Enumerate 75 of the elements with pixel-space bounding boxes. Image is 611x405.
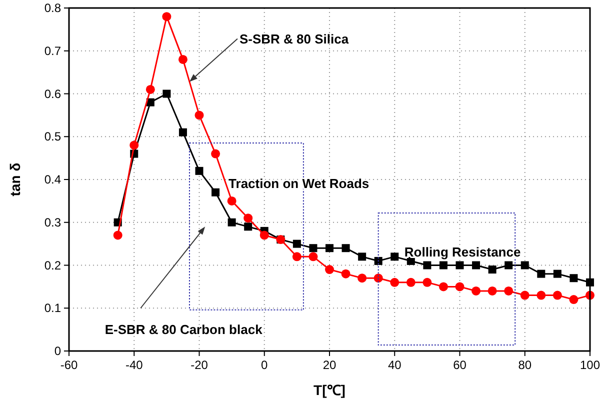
- point: [504, 261, 513, 270]
- point: [194, 110, 204, 120]
- y-axis-title: tan δ: [7, 162, 23, 196]
- x-tick-label: 100: [580, 358, 600, 372]
- point: [195, 166, 204, 175]
- point: [504, 286, 514, 296]
- point: [374, 274, 383, 283]
- annotation: E-SBR & 80 Carbon black: [104, 322, 264, 337]
- y-tick-label: 0.5: [44, 130, 62, 144]
- x-tick-label: -40: [125, 358, 144, 372]
- point: [162, 12, 172, 22]
- x-tick-label: 0: [261, 358, 268, 372]
- point: [390, 252, 399, 261]
- point: [309, 244, 318, 252]
- point: [326, 244, 334, 252]
- point: [292, 252, 302, 262]
- annotation: Rolling Resistance: [404, 244, 521, 260]
- point: [552, 290, 562, 300]
- x-tick-label: -20: [190, 358, 208, 372]
- point: [488, 266, 496, 274]
- point: [422, 278, 432, 287]
- point: [472, 261, 480, 270]
- point: [244, 214, 253, 223]
- point: [227, 196, 236, 206]
- point: [130, 140, 139, 150]
- point: [537, 270, 546, 278]
- y-tick-label: 0.4: [44, 172, 62, 186]
- point: [358, 252, 366, 261]
- point: [178, 54, 188, 64]
- point: [390, 278, 400, 287]
- point: [178, 128, 187, 136]
- y-tick-label: 0.3: [44, 215, 62, 230]
- x-tick-label: 40: [388, 358, 402, 372]
- y-tick-label: 0.7: [44, 44, 62, 58]
- point: [472, 286, 481, 296]
- point: [536, 290, 546, 300]
- point: [212, 188, 220, 196]
- point: [341, 269, 350, 278]
- point: [488, 286, 497, 296]
- x-tick-label: -60: [60, 358, 78, 372]
- point: [374, 256, 382, 265]
- y-tick-label: 0.2: [44, 258, 62, 272]
- y-tick-label: 0: [54, 344, 62, 358]
- point: [569, 295, 578, 304]
- point: [456, 261, 464, 270]
- point: [325, 265, 334, 274]
- point: [358, 274, 367, 283]
- point: [570, 274, 578, 282]
- point: [439, 261, 448, 270]
- point: [520, 261, 529, 270]
- y-tick-label: 0.8: [44, 1, 62, 15]
- point: [228, 218, 236, 226]
- x-tick-label: 60: [453, 358, 467, 372]
- point: [406, 278, 416, 287]
- x-tick-label: 80: [518, 358, 532, 372]
- annotation: Traction on Wet Roads: [228, 176, 370, 192]
- point: [244, 222, 252, 231]
- point: [260, 230, 269, 240]
- point: [162, 90, 171, 98]
- point: [520, 290, 530, 300]
- point: [455, 282, 464, 292]
- point: [342, 244, 350, 252]
- y-tick-label: 0.1: [44, 301, 62, 316]
- x-tick-label: 20: [322, 358, 336, 372]
- point: [292, 240, 301, 248]
- point: [113, 230, 122, 240]
- point: [211, 149, 220, 158]
- point: [423, 261, 432, 270]
- point: [553, 270, 562, 278]
- point: [308, 252, 318, 262]
- y-tick-label: 0.6: [44, 86, 62, 101]
- x-axis-title: T[℃]: [314, 382, 346, 398]
- point: [146, 84, 155, 94]
- point: [438, 282, 448, 292]
- annotation: S-SBR & 80 Silica: [239, 32, 350, 47]
